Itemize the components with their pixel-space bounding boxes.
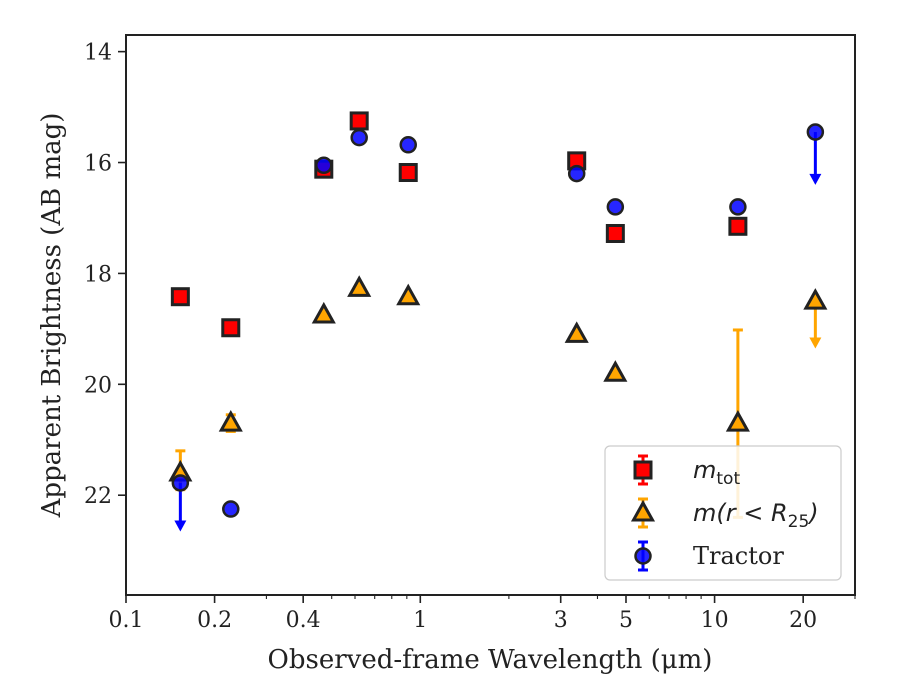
data-point — [603, 360, 628, 382]
legend-label: mtot — [693, 456, 740, 489]
legend: mtot m(r < R25) Tractor — [604, 445, 842, 581]
data-point — [729, 198, 747, 216]
limit-arrow-head — [809, 337, 822, 349]
legend-box — [604, 445, 842, 581]
data-point — [311, 301, 336, 324]
data-point — [350, 128, 368, 147]
y-tick-label: 14 — [84, 41, 112, 66]
y-tick-label: 20 — [84, 373, 112, 398]
data-point — [315, 156, 333, 175]
legend-marker — [634, 547, 652, 565]
data-point — [606, 198, 625, 216]
x-tick-label: 10 — [701, 608, 729, 633]
legend-marker — [630, 499, 656, 522]
x-tick-label: 0.4 — [286, 608, 321, 633]
y-tick-label: 16 — [84, 152, 112, 177]
data-point — [567, 164, 586, 183]
data-point — [221, 318, 241, 338]
y-tick-label: 18 — [84, 262, 112, 287]
x-tick-label: 3 — [554, 608, 568, 633]
data-point — [396, 283, 421, 306]
data-point — [605, 223, 625, 243]
data-point — [218, 410, 243, 432]
legend-entry-mtot: mtot — [633, 454, 740, 489]
data-point — [349, 111, 369, 131]
data-point — [170, 287, 190, 307]
limit-arrow-head — [809, 173, 822, 185]
x-axis-label: Observed-frame Wavelength (μm) — [268, 645, 713, 675]
legend-entry-mr25: m(r < R25) — [630, 497, 819, 532]
series-tractor — [171, 123, 825, 532]
legend-entry-tractor: Tractor — [634, 540, 784, 572]
x-tick-label: 0.2 — [197, 608, 232, 633]
data-point — [222, 500, 240, 518]
x-tick-label: 0.1 — [109, 608, 144, 633]
data-point — [806, 123, 825, 141]
limit-arrow-head — [174, 520, 187, 532]
x-tick-label: 20 — [789, 608, 817, 633]
data-point — [398, 163, 418, 183]
data-point — [347, 275, 372, 297]
series-mtot — [170, 111, 748, 338]
x-tick-label: 1 — [413, 608, 427, 633]
legend-marker — [633, 460, 653, 480]
data-point — [564, 321, 589, 343]
y-tick-label: 22 — [84, 484, 112, 509]
x-tick-label: 5 — [619, 608, 633, 633]
data-point — [171, 474, 190, 492]
data-point — [725, 410, 750, 432]
y-axis-label: Apparent Brightness (AB mag) — [37, 113, 67, 519]
legend-label: m(r < R25) — [693, 499, 819, 532]
axis-ticks: 0.1 0.2 0.4 1 3 5 10 20 14 16 18 20 22 — [84, 41, 856, 633]
data-point — [803, 288, 828, 310]
data-point — [728, 216, 748, 236]
legend-label: Tractor — [693, 542, 784, 570]
data-point — [399, 136, 417, 154]
plot-frame — [125, 34, 856, 596]
